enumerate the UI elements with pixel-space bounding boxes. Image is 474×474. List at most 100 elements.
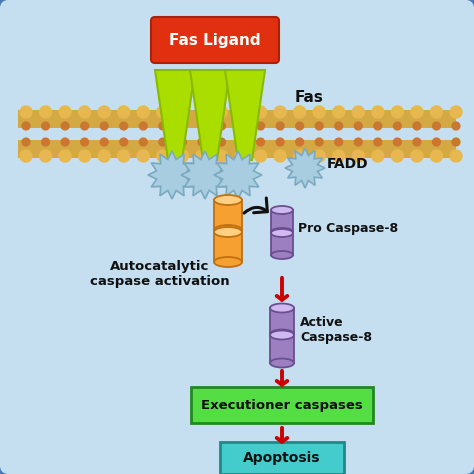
Circle shape bbox=[352, 150, 365, 162]
FancyBboxPatch shape bbox=[220, 442, 344, 474]
Circle shape bbox=[157, 150, 169, 162]
Bar bbox=[271, 210, 293, 232]
Ellipse shape bbox=[271, 206, 293, 214]
Ellipse shape bbox=[214, 225, 242, 235]
Circle shape bbox=[179, 122, 186, 130]
Circle shape bbox=[120, 138, 128, 146]
Circle shape bbox=[159, 122, 167, 130]
Circle shape bbox=[235, 106, 247, 118]
Circle shape bbox=[20, 150, 32, 162]
Circle shape bbox=[392, 106, 403, 118]
Circle shape bbox=[81, 122, 89, 130]
Circle shape bbox=[355, 122, 362, 130]
Circle shape bbox=[42, 138, 49, 146]
Circle shape bbox=[61, 138, 69, 146]
Circle shape bbox=[333, 106, 345, 118]
Circle shape bbox=[413, 138, 421, 146]
Text: Autocatalytic
caspase activation: Autocatalytic caspase activation bbox=[90, 260, 230, 288]
Circle shape bbox=[79, 150, 91, 162]
Circle shape bbox=[430, 106, 442, 118]
Circle shape bbox=[137, 106, 149, 118]
Ellipse shape bbox=[271, 228, 293, 236]
Circle shape bbox=[237, 138, 245, 146]
Circle shape bbox=[98, 150, 110, 162]
Circle shape bbox=[139, 122, 147, 130]
Bar bbox=[214, 232, 242, 262]
Text: Pro Caspase-8: Pro Caspase-8 bbox=[298, 221, 398, 235]
Bar bbox=[270, 335, 294, 363]
Circle shape bbox=[313, 106, 325, 118]
Circle shape bbox=[237, 122, 245, 130]
Ellipse shape bbox=[214, 227, 242, 237]
Circle shape bbox=[276, 138, 284, 146]
Circle shape bbox=[59, 106, 71, 118]
Circle shape bbox=[256, 122, 264, 130]
FancyBboxPatch shape bbox=[191, 387, 373, 423]
Circle shape bbox=[79, 106, 91, 118]
Circle shape bbox=[433, 122, 440, 130]
Circle shape bbox=[276, 122, 284, 130]
Circle shape bbox=[118, 150, 130, 162]
Circle shape bbox=[393, 122, 401, 130]
Circle shape bbox=[42, 122, 49, 130]
Circle shape bbox=[372, 106, 384, 118]
Circle shape bbox=[157, 106, 169, 118]
Circle shape bbox=[20, 106, 32, 118]
Circle shape bbox=[450, 150, 462, 162]
Ellipse shape bbox=[271, 229, 293, 237]
Bar bbox=[271, 233, 293, 255]
Circle shape bbox=[59, 150, 71, 162]
Polygon shape bbox=[155, 70, 195, 160]
Ellipse shape bbox=[270, 330, 294, 339]
Circle shape bbox=[120, 122, 128, 130]
Text: Fas: Fas bbox=[295, 90, 324, 105]
Ellipse shape bbox=[271, 251, 293, 259]
Circle shape bbox=[450, 106, 462, 118]
Circle shape bbox=[39, 150, 52, 162]
Circle shape bbox=[137, 150, 149, 162]
Circle shape bbox=[176, 150, 188, 162]
Circle shape bbox=[159, 138, 167, 146]
Circle shape bbox=[274, 150, 286, 162]
Ellipse shape bbox=[270, 358, 294, 367]
Circle shape bbox=[81, 138, 89, 146]
Circle shape bbox=[315, 138, 323, 146]
Circle shape bbox=[216, 150, 228, 162]
Circle shape bbox=[296, 138, 303, 146]
Ellipse shape bbox=[270, 303, 294, 312]
Polygon shape bbox=[190, 70, 230, 160]
Circle shape bbox=[274, 106, 286, 118]
Circle shape bbox=[100, 122, 108, 130]
Circle shape bbox=[256, 138, 264, 146]
Circle shape bbox=[433, 138, 440, 146]
Ellipse shape bbox=[270, 329, 294, 338]
Circle shape bbox=[313, 150, 325, 162]
Polygon shape bbox=[181, 151, 229, 199]
Circle shape bbox=[235, 150, 247, 162]
Circle shape bbox=[352, 106, 365, 118]
Circle shape bbox=[176, 106, 188, 118]
Circle shape bbox=[335, 122, 343, 130]
Circle shape bbox=[198, 138, 206, 146]
Polygon shape bbox=[225, 70, 265, 160]
Text: Executioner caspases: Executioner caspases bbox=[201, 399, 363, 411]
Circle shape bbox=[296, 122, 303, 130]
Text: Fas Ligand: Fas Ligand bbox=[169, 33, 261, 47]
Circle shape bbox=[196, 106, 208, 118]
FancyBboxPatch shape bbox=[151, 17, 279, 63]
Circle shape bbox=[430, 150, 442, 162]
Circle shape bbox=[139, 138, 147, 146]
Circle shape bbox=[61, 122, 69, 130]
Circle shape bbox=[452, 138, 460, 146]
Ellipse shape bbox=[214, 195, 242, 205]
Circle shape bbox=[216, 106, 228, 118]
Circle shape bbox=[411, 106, 423, 118]
Circle shape bbox=[100, 138, 108, 146]
Polygon shape bbox=[214, 151, 262, 199]
Circle shape bbox=[22, 122, 30, 130]
Circle shape bbox=[452, 122, 460, 130]
Circle shape bbox=[293, 106, 306, 118]
Bar bbox=[214, 200, 242, 230]
Circle shape bbox=[22, 138, 30, 146]
Polygon shape bbox=[148, 151, 196, 199]
